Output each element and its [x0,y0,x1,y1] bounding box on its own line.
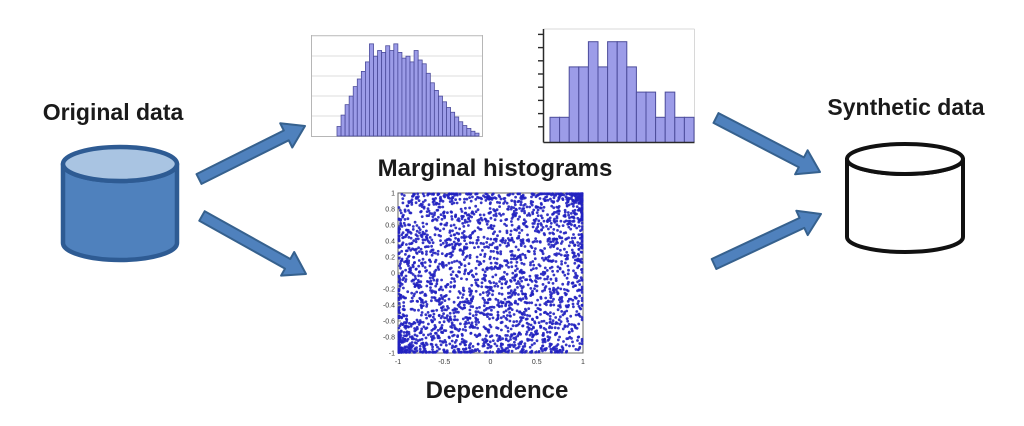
cylinder-top [60,144,180,184]
database-cylinder-icon [60,144,180,263]
svg-text:0.2: 0.2 [385,255,395,262]
svg-text:1: 1 [581,359,585,366]
arrow-original-to-dependence [198,210,307,277]
svg-text:-0.6: -0.6 [383,319,395,326]
synthetic-data-label: Synthetic data [827,94,985,120]
synthetic-database-cylinder-icon [845,142,965,254]
dependence-scatterplot: 1 0.8 0.6 0.4 0.2 0 -0.2 -0.4 -0.6 -0.8 -1 -1 -0.5 0 0… [372,186,594,370]
dependence-label: Dependence [425,377,569,404]
original-data-label: Original data [42,99,184,125]
svg-text:-0.2: -0.2 [383,287,395,294]
svg-text:-1: -1 [395,359,401,366]
svg-text:-0.8: -0.8 [383,335,395,342]
svg-text:0: 0 [489,359,493,366]
cylinder-top [845,142,965,176]
svg-text:-0.5: -0.5 [438,359,450,366]
svg-text:1: 1 [391,191,395,198]
svg-text:-1: -1 [389,351,395,358]
marginal-histogram-coarse [533,27,695,147]
arrow-histograms-to-synthetic [712,112,821,176]
arrow-original-to-histograms [195,122,306,185]
marginal-histogram-fine [311,35,483,137]
svg-text:0.5: 0.5 [532,359,542,366]
svg-text:-0.4: -0.4 [383,303,395,310]
svg-text:0.6: 0.6 [385,223,395,230]
svg-text:0: 0 [391,271,395,278]
svg-text:0.8: 0.8 [385,207,395,214]
marginal-histograms-label: Marginal histograms [377,155,613,182]
arrow-dependence-to-synthetic [710,209,822,270]
svg-text:0.4: 0.4 [385,239,395,246]
